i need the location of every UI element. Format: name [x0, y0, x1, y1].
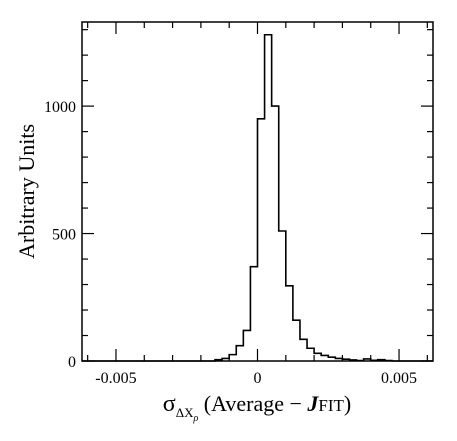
- histogram-series-line: [82, 33, 433, 362]
- x-axis-title-text: (Average −: [198, 391, 307, 416]
- y-tick-label: 0: [68, 354, 76, 371]
- y-tick-label: 1000: [44, 99, 76, 116]
- x-tick-label: 0: [254, 370, 262, 387]
- x-axis-title: σΔXρ (Average − JFIT): [163, 391, 351, 424]
- x-axis-title-j: J: [306, 391, 319, 416]
- x-axis-ticks: -0.005 0 0.005: [87, 22, 428, 387]
- x-axis-title-sub-rho: ρ: [192, 413, 198, 424]
- x-axis-title-sigma: σ: [163, 391, 176, 417]
- x-tick-label: 0.005: [381, 370, 417, 387]
- x-axis-title-close: ): [344, 391, 351, 416]
- x-axis-title-fit: FIT: [318, 396, 344, 415]
- y-tick-label: 500: [52, 227, 76, 244]
- x-axis-title-sub-delta: ΔX: [176, 405, 194, 420]
- y-axis-ticks: 0 500 1000: [44, 29, 433, 371]
- y-axis-title: Arbitrary Units: [14, 124, 39, 259]
- x-tick-label: -0.005: [95, 370, 136, 387]
